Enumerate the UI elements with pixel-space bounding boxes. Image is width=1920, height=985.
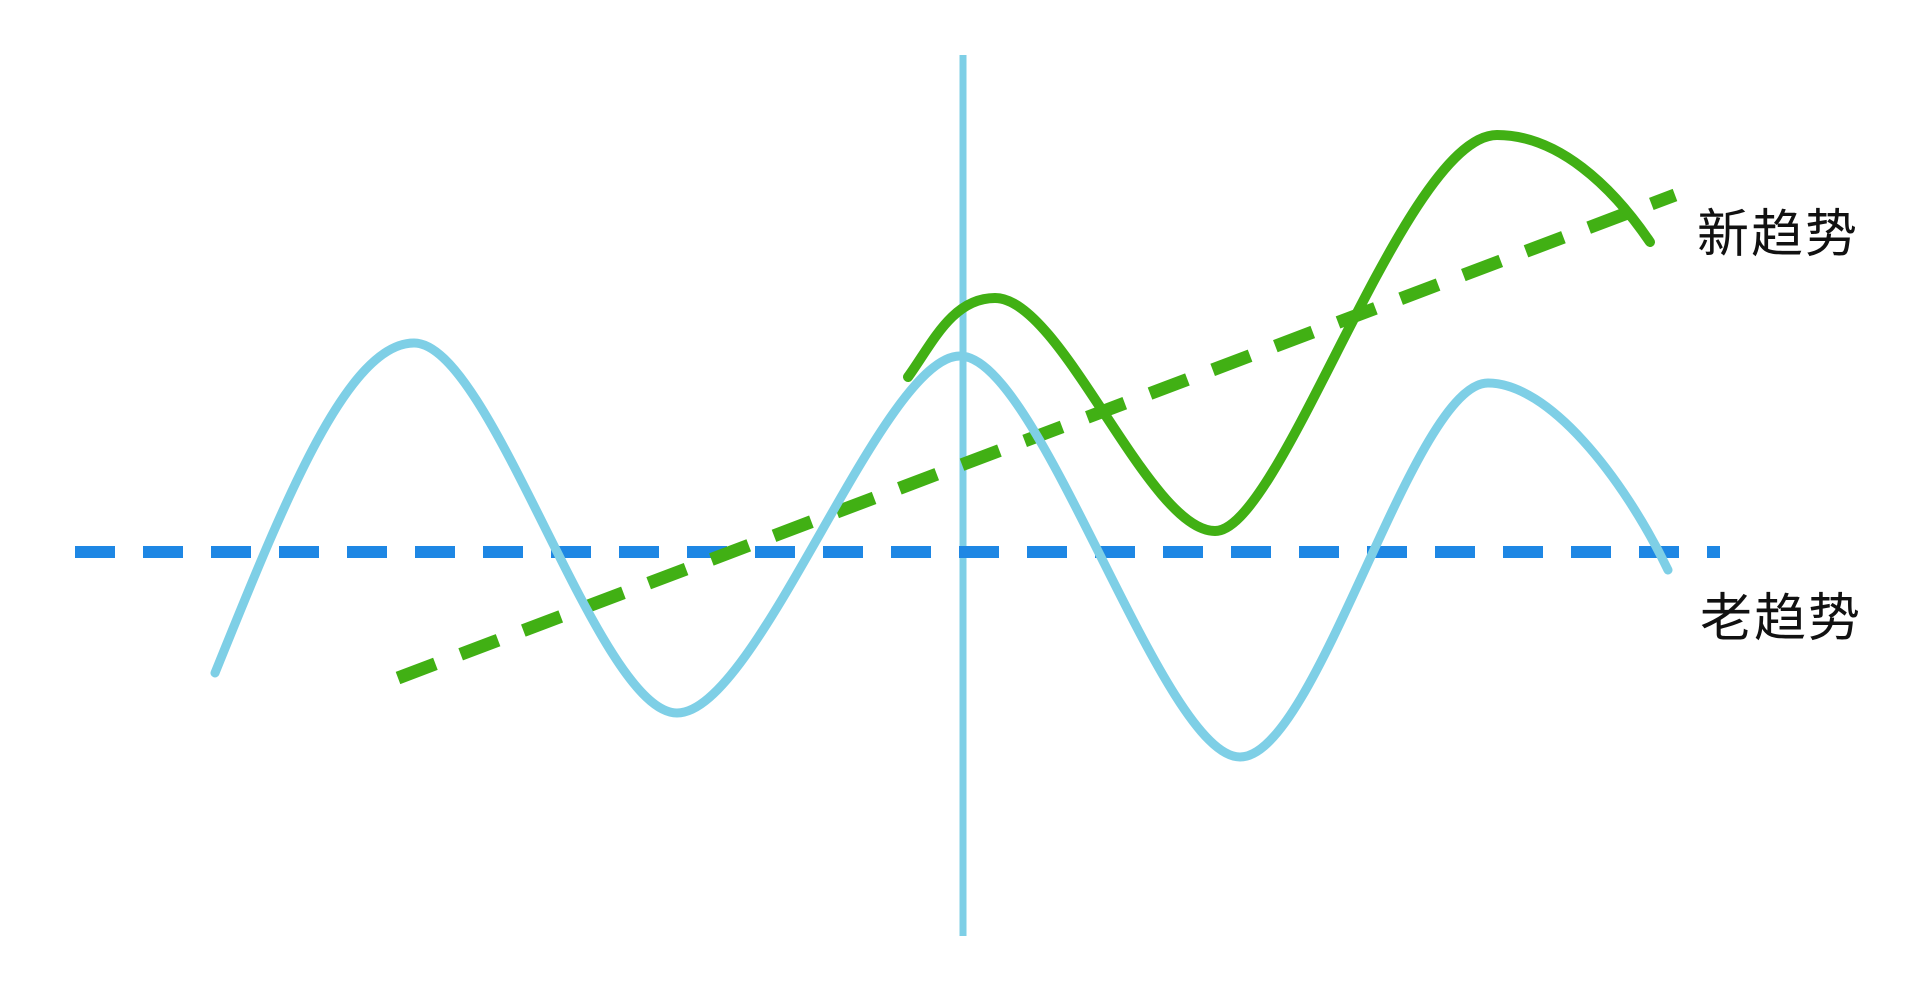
old-trend-label: 老趋势	[1700, 589, 1863, 649]
old-trend-wave-path	[210, 338, 1673, 762]
new-trend-wave-path	[903, 130, 1655, 536]
new-trend-label: 新趋势	[1697, 205, 1860, 265]
